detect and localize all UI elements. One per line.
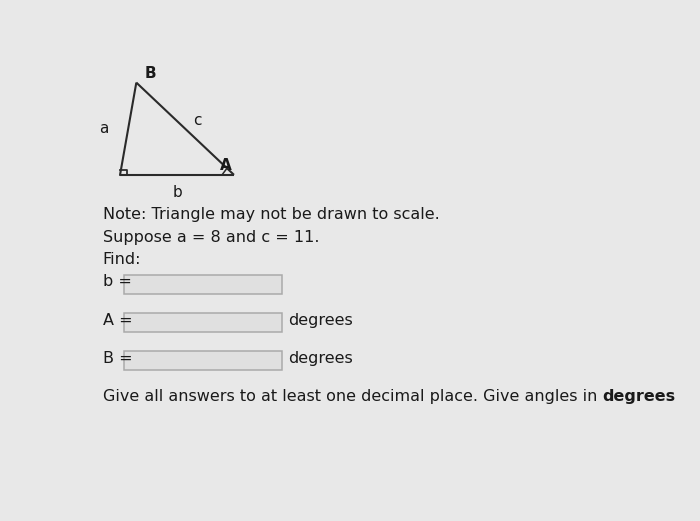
- Text: b: b: [172, 185, 182, 200]
- Text: A: A: [220, 158, 231, 173]
- Text: A =: A =: [103, 313, 132, 328]
- Text: Suppose a = 8 and c = 11.: Suppose a = 8 and c = 11.: [103, 230, 319, 244]
- Text: a: a: [99, 121, 108, 136]
- Bar: [125, 313, 281, 332]
- Text: degrees: degrees: [288, 351, 353, 366]
- Text: degrees: degrees: [602, 389, 676, 404]
- Text: B: B: [144, 66, 156, 81]
- Text: B =: B =: [103, 351, 132, 366]
- Text: Find:: Find:: [103, 252, 141, 267]
- Text: c: c: [193, 113, 202, 128]
- Text: b =: b =: [103, 275, 132, 290]
- Bar: [125, 351, 281, 370]
- Text: degrees: degrees: [288, 313, 353, 328]
- Text: Give all answers to at least one decimal place. Give angles in: Give all answers to at least one decimal…: [103, 389, 602, 404]
- Text: Note: Triangle may not be drawn to scale.: Note: Triangle may not be drawn to scale…: [103, 207, 440, 222]
- Bar: [125, 275, 281, 294]
